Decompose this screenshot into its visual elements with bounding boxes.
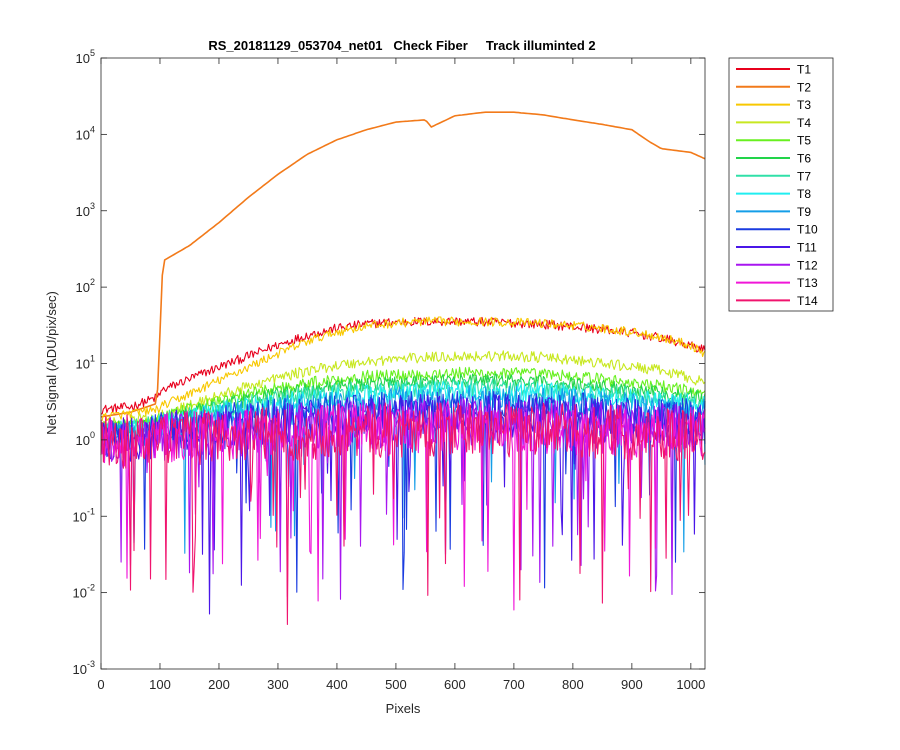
y-tick-base: 10 (76, 433, 90, 448)
x-tick-label: 0 (97, 677, 104, 692)
legend-label: T8 (797, 187, 811, 201)
y-tick-base: 10 (76, 127, 90, 142)
legend-label: T2 (797, 80, 811, 94)
legend-label: T4 (797, 116, 811, 130)
x-tick-label: 600 (444, 677, 466, 692)
legend: T1 T2 T3 T4 T5 T6 T7 T8 T9 T10 T11 T12 T13 T14 (728, 57, 834, 312)
y-tick-label: 102 (76, 277, 95, 295)
legend-label: T13 (797, 276, 818, 290)
legend-label: T11 (797, 241, 817, 255)
y-tick-label: 104 (76, 124, 95, 142)
y-tick-label: 10-2 (73, 583, 95, 601)
y-tick-base: 10 (76, 357, 90, 372)
y-tick-exponent: 1 (90, 354, 95, 364)
legend-label: T14 (797, 294, 818, 308)
y-tick-exponent: 3 (90, 201, 95, 211)
plot-area: 0 100 200 300 400 500 600 700 800 900 1000 10-310-… (73, 48, 706, 692)
series-line-t3 (100, 316, 706, 422)
legend-label: T10 (797, 223, 818, 237)
x-tick-label: 100 (149, 677, 171, 692)
legend-label: T9 (797, 205, 811, 219)
y-tick-base: 10 (73, 586, 87, 601)
legend-label: T5 (797, 134, 811, 148)
y-tick-exponent: -1 (87, 506, 95, 516)
y-tick-base: 10 (73, 509, 87, 524)
x-tick-label: 400 (326, 677, 348, 692)
legend-items: T1 T2 T3 T4 T5 T6 T7 T8 T9 T10 T11 T12 T13 T14 (736, 63, 818, 308)
y-tick-label: 100 (76, 430, 95, 448)
series-line-t14 (100, 402, 706, 626)
y-tick-exponent: -2 (87, 583, 95, 593)
y-tick-exponent: 0 (90, 430, 95, 440)
y-tick-exponent: -3 (87, 659, 95, 669)
y-tick-base: 10 (76, 204, 90, 219)
x-axis-ticks: 0 100 200 300 400 500 600 700 800 900 1000 (97, 58, 705, 692)
y-tick-label: 103 (76, 201, 95, 219)
x-tick-label: 1000 (676, 677, 705, 692)
y-tick-label: 10-1 (73, 506, 95, 524)
legend-label: T1 (797, 63, 811, 77)
x-tick-label: 900 (621, 677, 643, 692)
y-tick-exponent: 4 (90, 124, 95, 134)
legend-label: T7 (797, 169, 811, 183)
x-tick-label: 500 (385, 677, 407, 692)
y-tick-base: 10 (73, 662, 87, 677)
y-tick-base: 10 (76, 280, 90, 295)
x-tick-label: 300 (267, 677, 289, 692)
y-tick-base: 10 (76, 51, 90, 66)
chart-title: RS_20181129_053704_net01 Check Fiber Tra… (208, 38, 595, 53)
legend-label: T6 (797, 152, 811, 166)
x-tick-label: 700 (503, 677, 525, 692)
legend-label: T12 (797, 258, 818, 272)
x-axis-label: Pixels (386, 701, 421, 716)
y-tick-exponent: 2 (90, 277, 95, 287)
series-layer (100, 111, 706, 626)
y-tick-label: 10-3 (73, 659, 95, 677)
legend-box (728, 57, 834, 312)
y-tick-exponent: 5 (90, 48, 95, 58)
y-tick-label: 101 (76, 354, 95, 372)
y-axis-label: Net Signal (ADU/pix/sec) (44, 291, 59, 435)
series-line-t2 (100, 111, 706, 418)
x-tick-label: 200 (208, 677, 230, 692)
series-line-t4 (100, 350, 706, 429)
y-tick-label: 105 (76, 48, 95, 66)
x-tick-label: 800 (562, 677, 584, 692)
legend-label: T3 (797, 98, 811, 112)
